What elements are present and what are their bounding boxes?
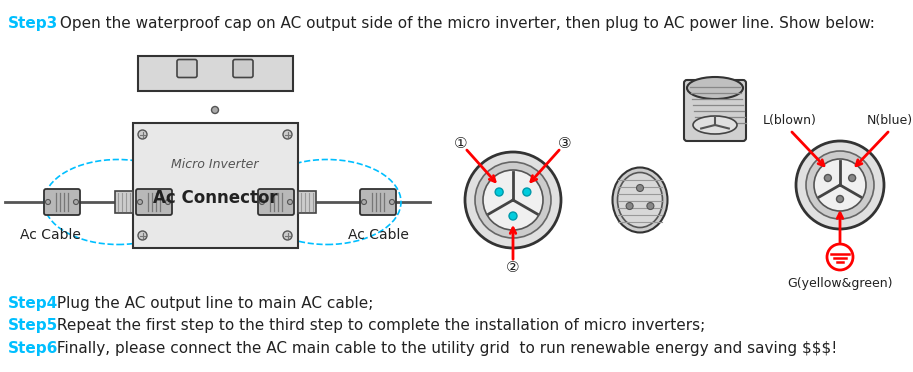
Circle shape [138,231,147,240]
Text: Step4: Step4 [8,296,58,311]
Circle shape [495,188,503,196]
Text: ①: ① [454,137,467,151]
FancyBboxPatch shape [684,80,746,141]
Circle shape [824,174,832,182]
Circle shape [806,151,874,219]
Circle shape [283,231,292,240]
Circle shape [814,159,866,211]
FancyBboxPatch shape [360,189,396,215]
Circle shape [636,185,644,192]
FancyBboxPatch shape [114,191,132,213]
Text: ②: ② [506,260,519,276]
Ellipse shape [613,167,667,232]
FancyBboxPatch shape [138,55,292,90]
FancyBboxPatch shape [233,60,253,77]
FancyBboxPatch shape [132,122,298,247]
Circle shape [74,199,79,205]
Ellipse shape [693,116,737,134]
Text: L(blown): L(blown) [763,114,817,127]
Text: Step3: Step3 [8,16,58,31]
Circle shape [259,199,265,205]
Circle shape [523,188,530,196]
Circle shape [288,199,292,205]
Circle shape [848,174,855,182]
Text: Ac Connector: Ac Connector [152,189,278,207]
Ellipse shape [617,173,663,228]
Circle shape [475,162,551,238]
Text: ③: ③ [558,137,572,151]
Circle shape [138,130,147,139]
Circle shape [165,199,171,205]
Text: Open the waterproof cap on AC output side of the micro inverter, then plug to AC: Open the waterproof cap on AC output sid… [55,16,875,31]
FancyBboxPatch shape [44,189,80,215]
Text: Ac Cable: Ac Cable [348,228,409,242]
Text: Ac Cable: Ac Cable [20,228,81,242]
FancyBboxPatch shape [298,191,316,213]
FancyBboxPatch shape [258,189,294,215]
Circle shape [212,106,218,113]
Ellipse shape [687,77,743,99]
Circle shape [626,202,633,209]
Circle shape [483,170,543,230]
Text: Repeat the first step to the third step to complete the installation of micro in: Repeat the first step to the third step … [52,318,705,333]
Circle shape [138,199,142,205]
FancyBboxPatch shape [136,189,172,215]
Circle shape [390,199,394,205]
Circle shape [465,152,561,248]
Circle shape [647,202,654,209]
Text: N(blue): N(blue) [867,114,913,127]
Circle shape [796,141,884,229]
Circle shape [46,199,50,205]
Circle shape [836,196,844,202]
Text: Step5: Step5 [8,318,58,333]
Circle shape [827,244,853,270]
Circle shape [283,130,292,139]
Circle shape [509,212,517,220]
Text: Step6: Step6 [8,341,58,356]
Text: G(yellow&green): G(yellow&green) [787,277,893,290]
Text: Plug the AC output line to main AC cable;: Plug the AC output line to main AC cable… [52,296,373,311]
FancyBboxPatch shape [177,60,197,77]
Text: Finally, please connect the AC main cable to the utility grid  to run renewable : Finally, please connect the AC main cabl… [52,341,837,356]
Text: Micro Inverter: Micro Inverter [172,158,258,171]
Circle shape [362,199,366,205]
